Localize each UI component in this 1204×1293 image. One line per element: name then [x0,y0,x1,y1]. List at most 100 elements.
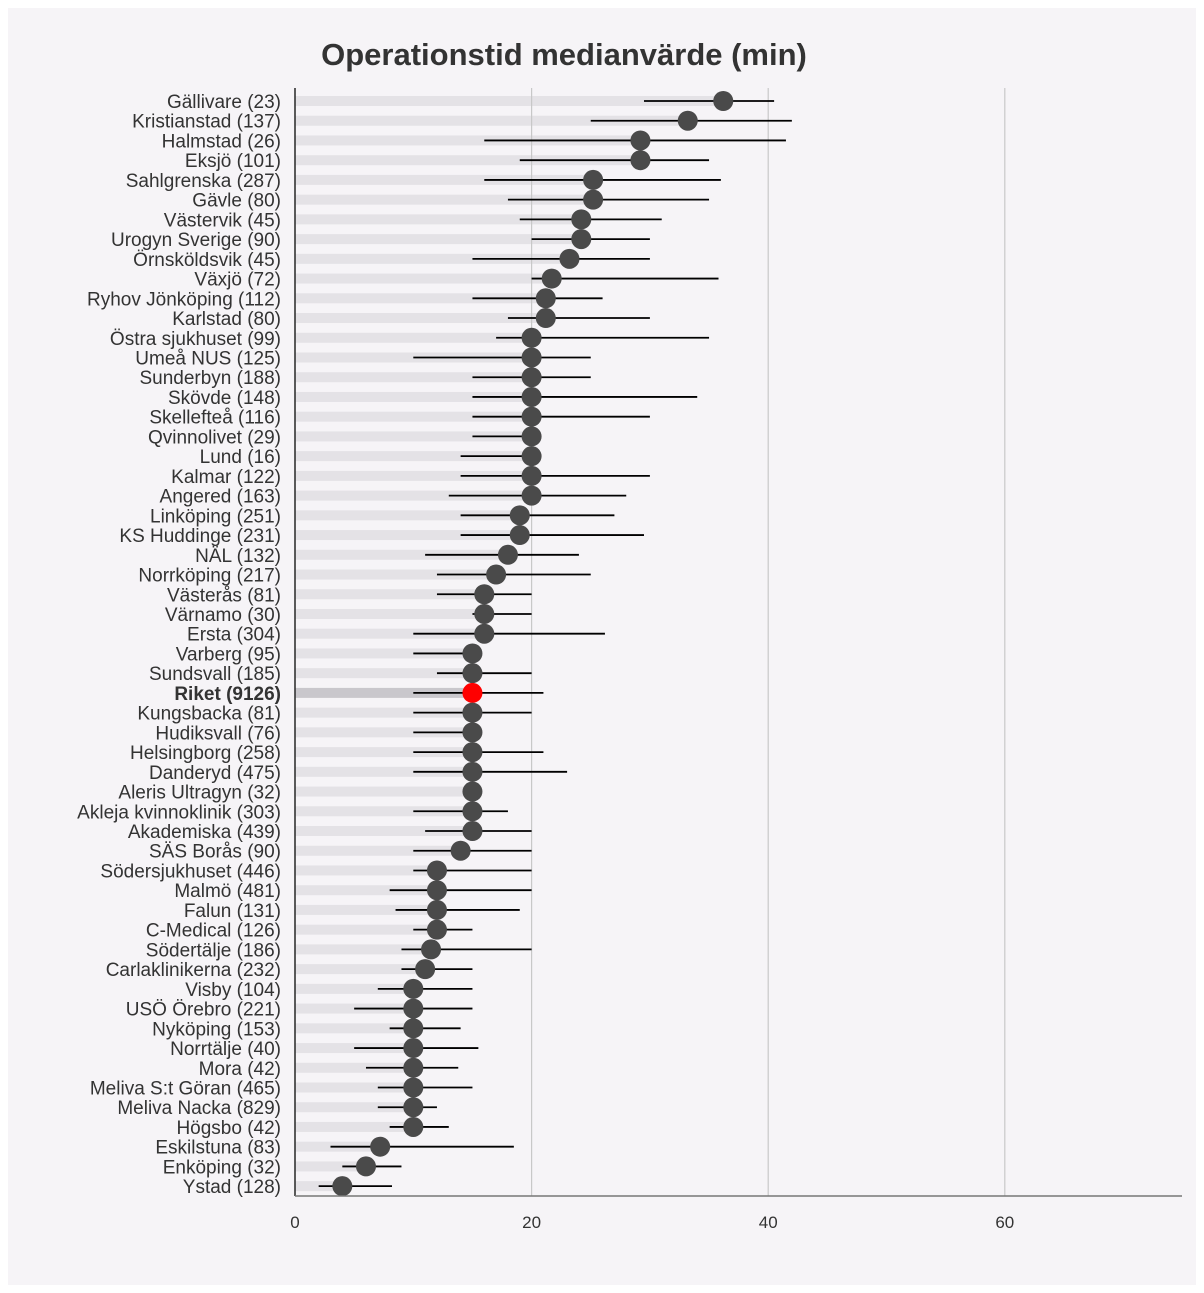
row-band [295,174,594,185]
category-label: Meliva S:t Göran (465) [90,1079,281,1100]
row-band [295,766,473,777]
data-point [462,702,483,723]
x-tick-labels: 0 20 40 60 [290,1213,1014,1232]
data-point [571,209,592,230]
row-band [295,845,461,856]
grid-lines [530,88,1006,1196]
row-band [295,1023,414,1034]
data-point [403,1038,424,1059]
row-band [295,608,485,619]
row-band [295,391,532,402]
data-point [521,485,542,506]
category-label: C-Medical (126) [146,921,281,942]
category-label: Eskilstuna (83) [155,1138,281,1159]
category-label: Meliva Nacka (829) [117,1098,281,1119]
row-band [295,313,546,324]
row-band [295,253,570,264]
category-label: Östra sjukhuset (99) [110,329,281,350]
row-band [295,332,532,343]
category-label: Skellefteå (116) [149,408,281,429]
category-label: Hudiksvall (76) [155,723,281,744]
row-bands [295,96,724,1192]
row-band [295,668,473,679]
data-point [462,663,483,684]
data-point [462,781,483,802]
data-point [474,603,495,624]
category-label: Lund (16) [200,447,281,468]
data-point [426,919,447,940]
data-point [403,1116,424,1137]
category-label: Karlstad (80) [172,309,281,330]
data-point [426,860,447,881]
row-band [295,530,520,541]
row-band [295,687,473,698]
chart-panel [8,8,1196,1285]
row-band [295,944,432,955]
data-point [462,821,483,842]
category-label: Carlaklinikerna (232) [106,960,281,981]
row-band [295,1121,414,1132]
row-band [295,510,520,521]
row-band [295,1082,414,1093]
data-point [462,722,483,743]
row-band [295,115,688,126]
category-label: Högsbo (42) [176,1118,281,1139]
category-label: Norrtälje (40) [170,1039,281,1060]
row-band [295,431,532,442]
category-label: Riket (9126) [174,684,281,705]
category-label: Angered (163) [160,487,281,508]
data-point [403,978,424,999]
category-label: Halmstad (26) [162,131,281,152]
category-label: Gällivare (23) [167,92,281,113]
x-tick-label: 0 [290,1213,299,1232]
row-band [295,983,414,994]
data-point [521,386,542,407]
data-point [421,939,442,960]
category-label: Skövde (148) [168,388,281,409]
row-band [295,1161,366,1172]
data-point [509,525,530,546]
category-label: NÄL (132) [195,546,281,567]
data-point [583,169,604,190]
row-band [295,273,552,284]
category-label: Växjö (72) [194,270,281,291]
data-point [521,327,542,348]
category-label: Södersjukhuset (446) [100,861,281,882]
row-band [295,411,532,422]
data-point [583,189,604,210]
category-label: Norrköping (217) [138,566,281,587]
category-label: Varberg (95) [176,644,281,665]
category-label: Umeå NUS (125) [135,348,281,369]
row-band [295,96,724,106]
data-point [403,1057,424,1078]
data-point [450,840,471,861]
data-points [332,91,734,1197]
data-point [535,308,556,329]
data-point [521,406,542,427]
category-label: Kristianstad (137) [132,112,281,133]
data-point [521,465,542,486]
row-band [295,885,437,896]
category-label: Mora (42) [199,1059,281,1080]
category-label: Enköping (32) [163,1157,281,1178]
row-band [295,214,582,225]
data-point [677,110,698,131]
row-band [295,865,437,876]
data-point [415,959,436,980]
category-label: Ystad (128) [183,1177,281,1198]
data-point [403,1018,424,1039]
data-point [403,1077,424,1098]
category-label: Sahlgrenska (287) [126,171,281,192]
data-point [521,367,542,388]
row-band [295,194,594,205]
row-band [295,1062,414,1073]
row-band [295,806,473,817]
row-band [295,628,485,639]
row-band [295,707,473,718]
category-label: Falun (131) [184,901,281,922]
category-label: Helsingborg (258) [130,743,281,764]
category-label: Gävle (80) [192,191,281,212]
row-band [295,135,641,146]
row-band [295,234,582,245]
